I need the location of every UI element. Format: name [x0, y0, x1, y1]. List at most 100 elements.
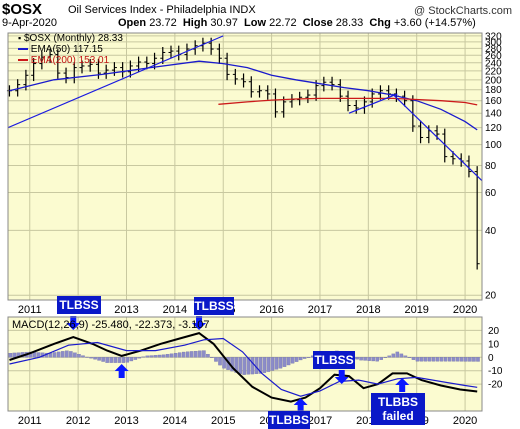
arrow-up-icon: [114, 364, 129, 378]
histogram-bar: [359, 357, 363, 361]
legend-ema50-text: EMA(50) 117.15: [30, 44, 103, 55]
histogram-bar: [206, 354, 210, 358]
histogram-bar: [431, 357, 436, 362]
histogram-bar: [65, 350, 69, 358]
histogram-bar: [258, 357, 263, 374]
histogram-bar: [57, 351, 61, 358]
histogram-bar: [238, 357, 242, 375]
histogram-bar: [472, 357, 476, 362]
price-x-tick-label: 2018: [356, 304, 380, 316]
histogram-bar: [403, 355, 408, 358]
histogram-bar: [97, 357, 101, 361]
price-x-tick-label: 2014: [163, 304, 187, 316]
histogram-bar: [399, 353, 404, 358]
histogram-bar: [355, 357, 359, 360]
index-description: Oil Services Index - Philadelphia INDX: [68, 4, 256, 16]
histogram-bar: [452, 357, 456, 362]
macd-y-tick-label: 20: [488, 326, 500, 337]
histogram-bar: [266, 357, 271, 372]
histogram-bar: [153, 355, 158, 358]
price-y-tick-label: 40: [485, 226, 497, 237]
histogram-bar: [129, 357, 134, 362]
histogram-bar: [214, 357, 218, 362]
legend-macd: MACD(12,26,9) -25.480, -22.373, -3.107: [12, 319, 210, 331]
histogram-bar: [395, 351, 400, 358]
histogram-bar: [282, 357, 287, 367]
histogram-bar: [105, 357, 109, 363]
quote-date: 9-Apr-2020: [2, 17, 58, 29]
histogram-bar: [61, 351, 65, 358]
stockcharts-credit[interactable]: @ StockCharts.com: [414, 5, 512, 17]
price-y-tick-label: 280: [485, 44, 502, 55]
histogram-bar: [262, 357, 267, 373]
histogram-bar: [294, 357, 299, 362]
legend-ema200: EMA(200) 153.01: [18, 55, 109, 66]
histogram-bar: [367, 357, 371, 361]
trendline: [7, 35, 224, 129]
trendline: [392, 93, 483, 182]
macd-x-tick-label: 2017: [308, 415, 332, 427]
close-value: 28.33: [335, 17, 364, 29]
open-label: Open: [118, 17, 147, 29]
macd-x-tick-label: 2011: [18, 415, 42, 427]
histogram-bar: [423, 357, 428, 362]
ema200-swatch: [18, 59, 28, 62]
histogram-bar: [460, 357, 464, 362]
arrow-up-icon: [293, 398, 308, 412]
ema50-line: [9, 60, 478, 131]
histogram-bar: [242, 357, 246, 375]
macd-y-axis: 20 10 0 -10 -20: [488, 326, 503, 391]
open-value: 23.72: [149, 17, 177, 29]
price-x-tick-label: 2017: [308, 304, 332, 316]
low-value: 22.72: [269, 17, 297, 29]
histogram-bar: [169, 353, 174, 358]
callout-tlbss-2011: TLBSS: [57, 296, 101, 314]
price-y-tick-label: 120: [485, 123, 502, 134]
macd-x-tick-label: 2014: [163, 415, 187, 427]
histogram-bar: [435, 357, 440, 362]
ema50-swatch: [18, 48, 28, 51]
chg-value: +3.60 (+14.57%): [393, 17, 476, 29]
callout-tlbbs-2016: TLBBS: [268, 411, 310, 429]
histogram-bar: [85, 356, 89, 358]
histogram-bar: [443, 357, 448, 362]
histogram-bar: [137, 357, 142, 359]
callout-tlbbs-failed: TLBBS failed: [371, 393, 425, 425]
macd-line: [9, 332, 478, 403]
price-bars: [6, 37, 480, 270]
macd-x-tick-label: 2015: [211, 415, 235, 427]
price-panel: [8, 33, 482, 300]
histogram-bar: [141, 356, 146, 358]
histogram-bar: [476, 357, 480, 362]
price-x-tick-label: 2020: [453, 304, 477, 316]
macd-x-tick-label: 2013: [114, 415, 138, 427]
price-y-tick-label: 60: [485, 188, 497, 199]
price-x-tick-label: 2019: [404, 304, 428, 316]
histogram-bar: [456, 357, 460, 362]
histogram-bar: [202, 350, 206, 358]
histogram-bar: [165, 354, 170, 358]
legend-ema50: EMA(50) 117.15: [18, 44, 103, 55]
histogram-bar: [407, 357, 412, 358]
price-y-tick-label: 180: [485, 85, 502, 96]
histogram-bar: [125, 357, 130, 363]
histogram-bar: [32, 352, 37, 358]
chg-label: Chg: [369, 17, 391, 29]
histogram-bar: [218, 357, 222, 366]
histogram-bar: [379, 357, 383, 360]
low-label: Low: [244, 17, 267, 29]
exchange-label: INDX: [229, 4, 256, 16]
ema200-line: [218, 97, 478, 106]
price-y-tick-label: 100: [485, 140, 502, 151]
histogram-bar: [194, 350, 198, 358]
histogram-bar: [149, 355, 154, 358]
price-y-tick-label: 320: [485, 31, 502, 42]
histogram-bar: [133, 357, 138, 360]
callout-tlbbs-failed-text: TLBBS failed: [378, 395, 418, 423]
price-y-tick-label: 80: [485, 161, 497, 172]
histogram-bar: [387, 355, 392, 358]
histogram-bar: [439, 357, 444, 362]
price-y-tick-label: 300: [485, 37, 502, 48]
arrow-down-icon: [334, 370, 349, 384]
